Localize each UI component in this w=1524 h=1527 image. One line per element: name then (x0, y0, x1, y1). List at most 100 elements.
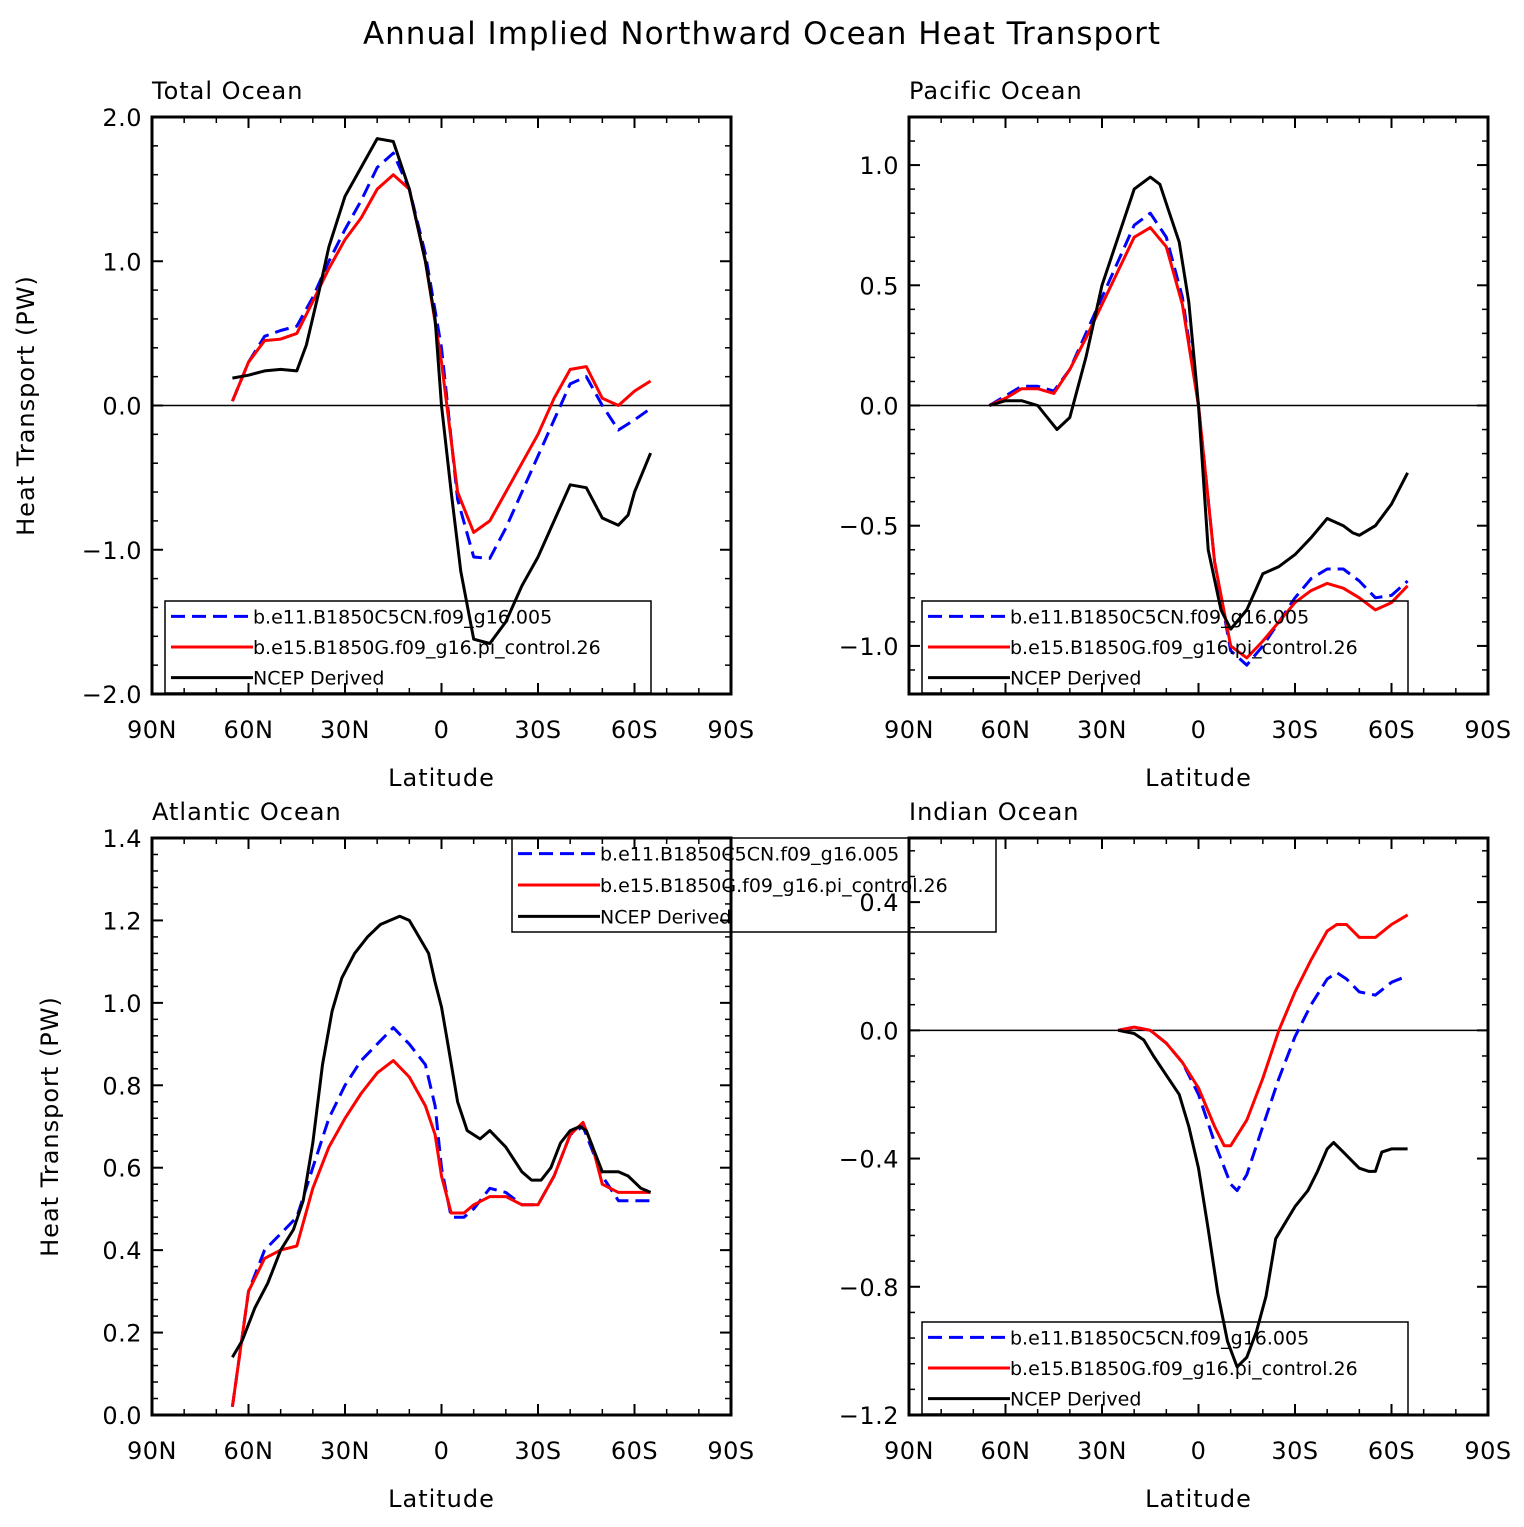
y-tick-label: 2.0 (102, 104, 142, 132)
series-line-ncep-derived (1117, 1028, 1408, 1369)
y-tick-label: −0.8 (839, 1274, 899, 1302)
x-tick-label: 60N (224, 1437, 274, 1465)
x-tick-label: 30N (320, 1437, 370, 1465)
y-tick-label: 0.0 (859, 1017, 899, 1045)
y-tick-label: −1.0 (839, 633, 899, 661)
panel-indian-ocean: Indian Ocean 90N 60N 30N 0 30S 60S 90S −1.2 −0.8 −… (839, 798, 1511, 1513)
plot-frame (150, 115, 733, 696)
x-tick-label: 90S (707, 1437, 754, 1465)
series-line-b-e15-b1850g-f09-g16-pi-control-26 (231, 173, 652, 534)
series-group (231, 137, 652, 645)
series-line-b-e11-b1850c5cn-f09-g16-005 (231, 151, 652, 560)
y-tick-label: 0.0 (859, 393, 899, 421)
series-line-b-e15-b1850g-f09-g16-pi-control-26 (988, 226, 1409, 660)
x-tick-label: 0 (434, 1437, 450, 1465)
panel-atlantic-ocean: Atlantic Ocean 90N 60N 30N 0 30S 60S 90S 0.0 0.2 0… (36, 798, 997, 1513)
legend: b.e11.B1850C5CN.f09_g16.005 b.e15.B1850G.… (164, 600, 652, 694)
y-axis-label: Heat Transport (PW) (12, 275, 40, 536)
x-tick-label: 60N (981, 1437, 1031, 1465)
x-tick-label: 90S (707, 716, 754, 744)
x-tick-label: 60S (611, 716, 658, 744)
series-group (988, 175, 1409, 667)
figure-title: Annual Implied Northward Ocean Heat Tran… (363, 16, 1161, 52)
legend-label: b.e15.B1850G.f09_g16.pi_control.26 (1010, 637, 1358, 659)
y-tick-label: −1.0 (82, 537, 142, 565)
legend-label: b.e11.B1850C5CN.f09_g16.005 (600, 844, 899, 866)
y-tick-label: 0.6 (102, 1155, 142, 1183)
series-group (230, 914, 652, 1408)
series-line-b-e15-b1850g-f09-g16-pi-control-26 (1117, 913, 1409, 1148)
panel-pacific-ocean: Pacific Ocean 90N 60N 30N 0 30S 60S 90S −1.0 −0.5… (839, 77, 1511, 792)
x-tick-label: 60N (224, 716, 274, 744)
series-line-b-e15-b1850g-f09-g16-pi-control-26 (230, 1059, 651, 1408)
x-tick-label: 30S (1271, 1437, 1318, 1465)
panel-title: Total Ocean (151, 77, 303, 105)
legend-label: b.e15.B1850G.f09_g16.pi_control.26 (253, 637, 601, 659)
x-tick-label: 0 (1191, 716, 1207, 744)
y-tick-label: 0.4 (859, 889, 899, 917)
x-tick-label: 0 (1191, 1437, 1207, 1465)
legend-label: b.e11.B1850C5CN.f09_g16.005 (253, 606, 552, 628)
legend-label: b.e11.B1850C5CN.f09_g16.005 (1010, 1327, 1309, 1349)
y-tick-label: −0.5 (839, 513, 899, 541)
y-tick-label: 1.0 (102, 248, 142, 276)
y-tick-label: −1.2 (839, 1402, 899, 1430)
x-tick-label: 90S (1464, 716, 1511, 744)
y-tick-label: 1.4 (102, 825, 142, 853)
x-tick-label: 30N (1077, 716, 1127, 744)
x-tick-label: 90N (127, 716, 177, 744)
series-line-b-e11-b1850c5cn-f09-g16-005 (988, 211, 1409, 667)
plot-frame (907, 836, 1490, 1417)
x-tick-label: 30S (1271, 716, 1318, 744)
series-group (1117, 913, 1409, 1369)
plot-frame (150, 836, 733, 1417)
y-tick-label: 1.0 (102, 990, 142, 1018)
x-tick-label: 0 (434, 716, 450, 744)
series-line-b-e11-b1850c5cn-f09-g16-005 (1117, 971, 1409, 1193)
y-axis-label: Heat Transport (PW) (36, 996, 64, 1257)
legend: b.e11.B1850C5CN.f09_g16.005 b.e15.B1850G.… (921, 1321, 1409, 1415)
y-tick-label: 0.4 (102, 1237, 142, 1265)
legend: b.e11.B1850C5CN.f09_g16.005 b.e15.B1850G.… (921, 600, 1409, 694)
x-tick-label: 90S (1464, 1437, 1511, 1465)
legend: b.e11.B1850C5CN.f09_g16.005 b.e15.B1850G.… (511, 837, 997, 933)
series-line-ncep-derived (988, 175, 1409, 631)
panel-title: Atlantic Ocean (152, 798, 342, 826)
plot-frame (907, 115, 1490, 696)
legend-label: NCEP Derived (600, 906, 731, 928)
x-tick-label: 60S (1368, 1437, 1415, 1465)
x-tick-label: 60S (611, 1437, 658, 1465)
x-tick-label: 90N (884, 716, 934, 744)
x-tick-label: 30N (320, 716, 370, 744)
panels: Total Ocean 90N 60N 30N 0 30S 60S 90S −2.0 −1.0 0.… (12, 77, 1511, 1513)
panel-title: Indian Ocean (909, 798, 1080, 826)
legend-label: b.e11.B1850C5CN.f09_g16.005 (1010, 606, 1309, 628)
legend-box (511, 837, 997, 933)
x-axis-label: Latitude (1145, 1485, 1252, 1513)
series-line-ncep-derived (231, 914, 652, 1359)
x-tick-label: 60S (1368, 716, 1415, 744)
y-tick-label: −0.4 (839, 1146, 899, 1174)
x-tick-label: 30N (1077, 1437, 1127, 1465)
series-line-b-e11-b1850c5cn-f09-g16-005 (230, 1026, 651, 1408)
x-tick-label: 30S (514, 1437, 561, 1465)
panel-total-ocean: Total Ocean 90N 60N 30N 0 30S 60S 90S −2.0 −1.0 0.… (12, 77, 754, 792)
legend-label: b.e15.B1850G.f09_g16.pi_control.26 (1010, 1358, 1358, 1380)
legend-label: b.e15.B1850G.f09_g16.pi_control.26 (600, 875, 948, 897)
x-axis-label: Latitude (1145, 764, 1252, 792)
y-tick-label: 0.2 (102, 1320, 142, 1348)
y-tick-label: 0.0 (102, 393, 142, 421)
y-tick-label: 1.0 (859, 152, 899, 180)
legend-label: NCEP Derived (1010, 668, 1141, 690)
y-tick-label: 1.2 (102, 907, 142, 935)
legend-label: NCEP Derived (1010, 1389, 1141, 1411)
x-tick-label: 90N (127, 1437, 177, 1465)
panel-title: Pacific Ocean (909, 77, 1083, 105)
legend-label: NCEP Derived (253, 668, 384, 690)
x-axis-label: Latitude (388, 1485, 495, 1513)
y-tick-label: 0.8 (102, 1072, 142, 1100)
y-tick-label: −2.0 (82, 681, 142, 709)
y-tick-label: 0.5 (859, 272, 899, 300)
x-tick-label: 30S (514, 716, 561, 744)
